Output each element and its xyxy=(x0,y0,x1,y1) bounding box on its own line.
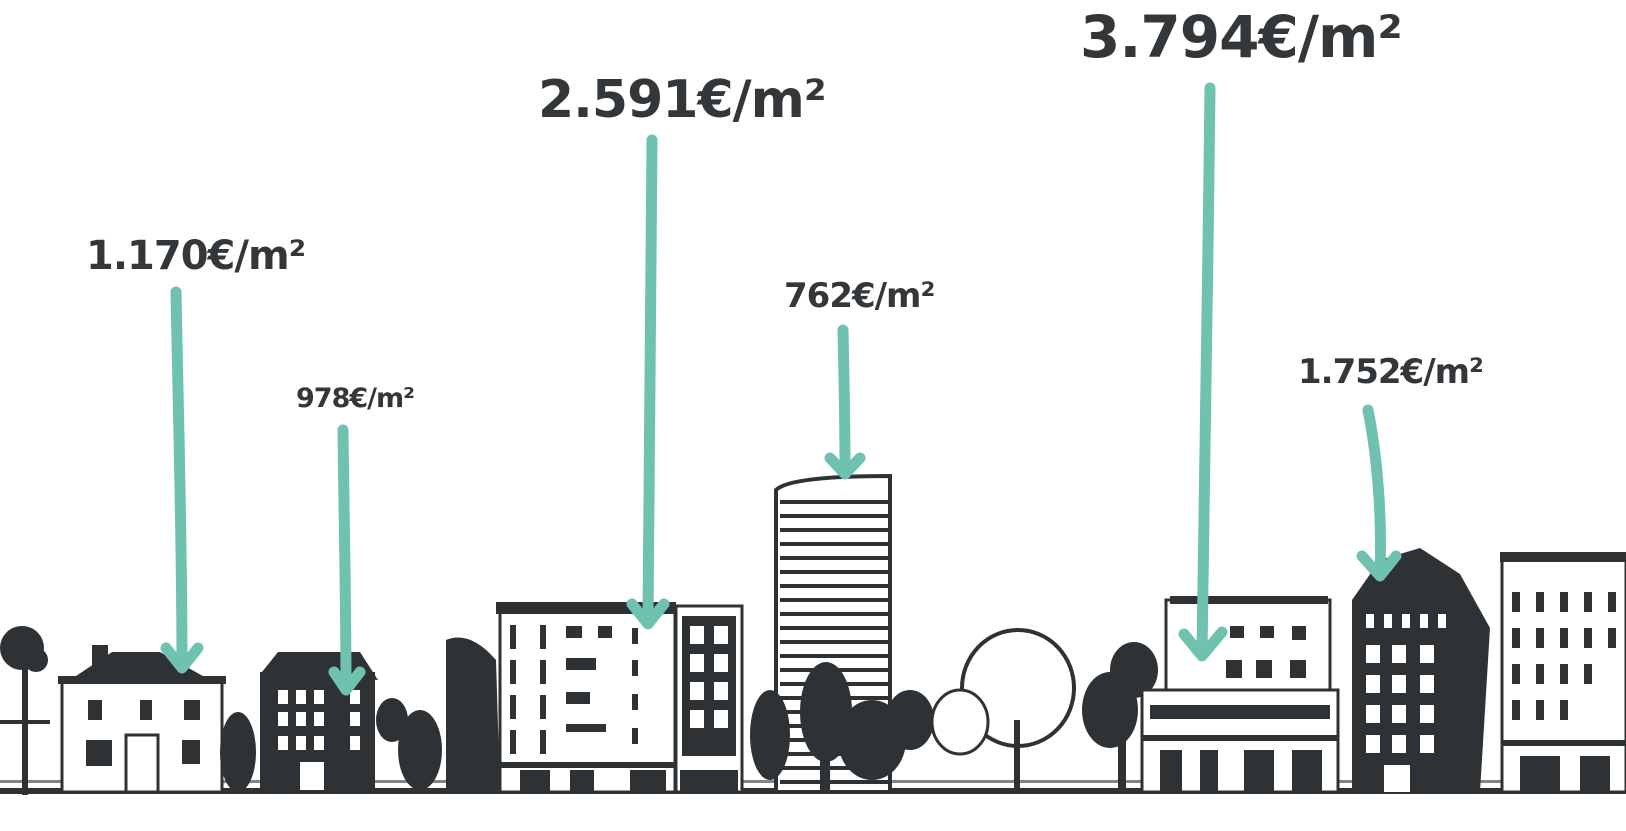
skyscraper-floor-stripe xyxy=(780,570,888,574)
price-label-3: 2.591€/m² xyxy=(538,70,827,130)
building-slab xyxy=(446,637,500,792)
arrow-1 xyxy=(160,286,204,674)
building-6 xyxy=(1352,548,1490,792)
building-7 xyxy=(1500,552,1626,794)
skyscraper-floor-stripe xyxy=(780,780,888,784)
skyscraper-floor-stripe xyxy=(780,612,888,616)
skyscraper-floor-stripe xyxy=(780,766,888,770)
price-label-2: 978€/m² xyxy=(296,383,415,414)
building-5 xyxy=(1140,596,1340,794)
building-house-1 xyxy=(58,645,226,794)
skyscraper-floor-stripe xyxy=(780,654,888,658)
building-3 xyxy=(496,602,677,794)
price-label-6: 1.752€/m² xyxy=(1298,352,1484,392)
building-4 xyxy=(674,604,744,794)
arrow-4 xyxy=(824,324,866,480)
arrow-3 xyxy=(626,134,670,630)
skyscraper-floor-stripe xyxy=(780,640,888,644)
skyscraper-floor-stripe xyxy=(780,500,888,504)
arrow-2 xyxy=(328,424,366,696)
price-label-1: 1.170€/m² xyxy=(86,233,306,279)
skyscraper-floor-stripe xyxy=(780,626,888,630)
tree-cluster-right xyxy=(1082,642,1158,792)
tree-white-outline xyxy=(930,628,1076,792)
shrubs-1 xyxy=(220,698,442,792)
price-label-4: 762€/m² xyxy=(784,276,935,316)
skyscraper-floor-stripe xyxy=(780,528,888,532)
skyscraper-floor-stripe xyxy=(780,514,888,518)
price-label-5: 3.794€/m² xyxy=(1080,3,1403,71)
street-tree-left xyxy=(0,626,50,795)
skyscraper-floor-stripe xyxy=(780,584,888,588)
skyscraper-floor-stripe xyxy=(780,542,888,546)
skyscraper-floor-stripe xyxy=(780,556,888,560)
arrow-6 xyxy=(1356,404,1402,582)
arrow-5 xyxy=(1178,82,1228,662)
skyscraper-floor-stripe xyxy=(780,598,888,602)
tree-cluster-middle xyxy=(750,662,934,792)
